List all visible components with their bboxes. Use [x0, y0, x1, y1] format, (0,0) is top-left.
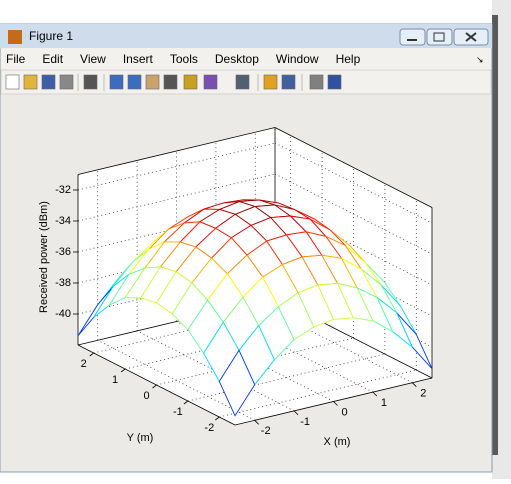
menu-item[interactable]: Desktop	[215, 52, 259, 66]
menu-item[interactable]: Tools	[170, 52, 198, 66]
maximize-icon	[433, 32, 445, 42]
grid-line	[187, 353, 385, 402]
toolbar	[0, 69, 492, 95]
grid-line	[156, 337, 354, 386]
z-tick-label: -32	[55, 184, 71, 196]
x-tick-mark	[333, 401, 338, 406]
menu-item[interactable]: File	[6, 52, 26, 66]
menu-item[interactable]: Insert	[123, 52, 154, 66]
grid-line	[219, 369, 417, 418]
y-tick-mark	[89, 352, 94, 357]
y-tick-mark	[183, 400, 189, 405]
y-tick-mark	[215, 416, 220, 421]
grid-line	[274, 204, 433, 286]
menu-item[interactable]: Window	[276, 52, 319, 66]
toolbar-button[interactable]	[235, 74, 250, 90]
x-tick-label: -2	[261, 425, 271, 437]
axis-box-edge	[274, 127, 433, 208]
toolbar-button[interactable]	[183, 74, 198, 90]
toolbar-button[interactable]	[203, 74, 218, 90]
close-icon	[465, 32, 477, 42]
y-tick-mark	[152, 384, 157, 389]
toolbar-button[interactable]	[41, 74, 56, 90]
menu: File Edit View Insert Tools Desktop Window Help	[6, 52, 361, 66]
grid-line	[77, 142, 276, 191]
x-axis-label: X (m)	[324, 436, 351, 448]
x-tick-mark	[412, 382, 417, 387]
toolbar-button[interactable]	[263, 74, 278, 90]
toolbar-button[interactable]	[145, 74, 160, 90]
x-tick-label: 2	[420, 388, 426, 400]
z-tick-label: -40	[55, 308, 71, 320]
menu-item[interactable]: Help	[336, 52, 361, 66]
x-tick-mark	[293, 410, 299, 416]
mesh-cell	[218, 349, 256, 417]
z-tick-label: -34	[55, 215, 71, 227]
toolbar-button[interactable]	[83, 74, 98, 90]
axis-box-edge	[77, 127, 276, 175]
grid-line	[255, 302, 413, 384]
toolbar-button[interactable]	[309, 74, 324, 90]
x-tick-mark	[254, 420, 259, 425]
y-tick-label: 0	[143, 390, 149, 402]
menu-bar	[1, 48, 491, 70]
toolbar-button[interactable]	[59, 74, 74, 90]
grid-line	[215, 311, 374, 393]
window-title: Figure 1	[29, 29, 73, 43]
maximize-button[interactable]	[426, 28, 453, 46]
z-tick-label: -38	[55, 277, 71, 289]
plot: -2 -1 0 1 2 -2 -1 0 1 2 -40 -38 -36 -34 -32 X (m) Y (m) R…	[38, 127, 433, 448]
app-icon	[8, 30, 22, 44]
toolbar-button[interactable]	[281, 74, 296, 90]
grid-line	[274, 173, 433, 255]
toolbar-button[interactable]	[327, 74, 342, 90]
menu-item[interactable]: View	[80, 52, 106, 66]
y-tick-label: 2	[81, 358, 87, 370]
x-tick-label: 1	[381, 397, 387, 409]
y-tick-label: -1	[173, 406, 183, 418]
menu-item[interactable]: Edit	[42, 52, 63, 66]
grid-line	[274, 142, 433, 224]
toolbar-button[interactable]	[23, 74, 38, 90]
toolbar-button[interactable]	[109, 74, 124, 90]
x-tick-label: -1	[300, 416, 310, 428]
grid-line	[77, 173, 276, 222]
window-buttons	[399, 28, 489, 46]
minimize-button[interactable]	[399, 28, 426, 46]
toolbar-button[interactable]	[163, 74, 178, 90]
menu-arrow: ↘	[476, 54, 484, 64]
y-tick-label: -2	[204, 422, 214, 434]
toolbar-button[interactable]	[127, 74, 142, 90]
x-tick-label: 0	[341, 406, 347, 418]
z-tick-label: -36	[55, 246, 71, 258]
background-window-edge	[492, 15, 498, 455]
y-tick-label: 1	[112, 374, 118, 386]
y-axis-label: Y (m)	[127, 432, 154, 444]
x-tick-mark	[372, 391, 378, 397]
toolbar-icons	[5, 74, 342, 91]
toolbar-button[interactable]	[5, 74, 20, 90]
y-tick-mark	[120, 368, 126, 373]
z-axis-label: Received power (dBm)	[38, 201, 50, 313]
